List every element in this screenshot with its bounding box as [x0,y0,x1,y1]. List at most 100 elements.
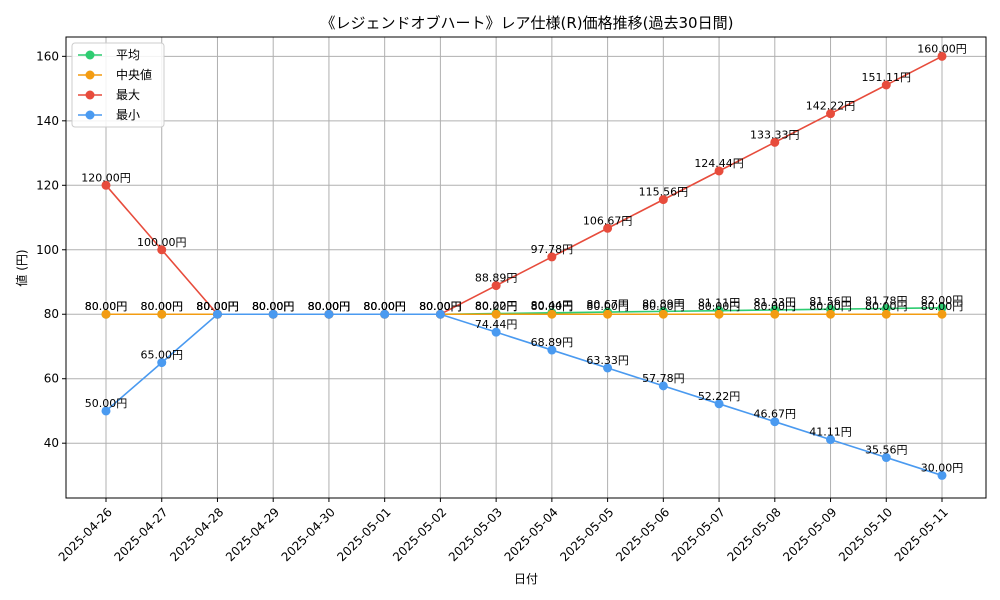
data-label: 81.78円 [865,295,908,308]
data-label: 63.33円 [586,354,629,367]
data-label: 80.00円 [196,300,239,313]
x-axis-label: 日付 [514,572,538,586]
legend-item: 最大 [78,88,140,102]
data-label: 80.00円 [196,300,239,313]
data-label: 80.00円 [865,300,908,313]
data-label: 120.00円 [81,171,131,184]
legend-item: 中央値 [78,67,152,82]
data-label: 124.44円 [694,157,744,170]
data-label: 88.89円 [475,272,518,285]
data-label: 57.78円 [642,372,685,385]
data-point [881,309,891,319]
data-label: 52.22円 [698,390,741,403]
y-axis-label: 値 (円) [14,249,29,286]
data-point [101,309,111,319]
data-point [491,281,501,291]
data-point [547,345,557,355]
data-label: 80.00円 [363,300,406,313]
data-point [380,309,390,319]
data-point [101,180,111,190]
data-point [157,309,167,319]
data-label: 80.00円 [85,300,128,313]
data-point [881,80,891,90]
data-point [491,327,501,337]
data-label: 82.00円 [921,294,964,307]
data-label: 80.00円 [475,300,518,313]
data-point [435,309,445,319]
data-label: 80.00円 [419,300,462,313]
legend-item: 最小 [78,108,140,122]
data-label: 80.00円 [252,300,295,313]
data-label: 151.11円 [862,71,912,84]
data-point [157,358,167,368]
data-label: 68.89円 [531,336,574,349]
data-label: 81.11円 [698,297,741,310]
data-point [826,309,836,319]
data-label: 80.00円 [363,300,406,313]
y-tick-label: 60 [44,372,59,386]
legend-label: 平均 [116,48,140,62]
series-line [105,313,943,477]
data-label: 80.00円 [252,300,295,313]
data-label: 80.00円 [586,300,629,313]
y-tick-label: 140 [36,114,59,128]
data-label: 80.44円 [531,299,574,312]
data-label: 80.00円 [419,300,462,313]
legend-label: 最小 [116,108,140,122]
data-point [658,381,668,391]
data-point [603,363,613,373]
data-label: 81.56円 [809,295,852,308]
series-2: 80.00円 80.00円 80.00円 80.00円 80.00円 80.00円 80.0… [85,300,963,319]
data-label: 74.44円 [475,318,518,331]
data-point [547,252,557,262]
y-tick-label: 120 [36,178,59,192]
data-label: 80.00円 [85,300,128,313]
data-point [491,309,501,319]
data-label: 80.00円 [308,300,351,313]
data-label: 80.00円 [419,300,462,313]
data-label: 81.33円 [754,296,797,309]
data-label: 41.11円 [809,426,852,439]
plot-frame [65,36,987,499]
data-label: 80.00円 [419,300,462,313]
data-label: 142.22円 [806,100,856,113]
data-point [547,309,557,319]
data-label: 46.67円 [754,408,797,421]
data-label: 80.00円 [809,300,852,313]
data-label: 50.00円 [85,397,128,410]
legend-swatch-marker [85,50,95,60]
legend-swatch-marker [85,110,95,120]
data-label: 80.00円 [642,300,685,313]
data-point [101,406,111,416]
data-point [157,245,167,255]
data-label: 80.22円 [475,300,518,313]
data-point [714,399,724,409]
data-label: 80.67円 [586,298,629,311]
data-point [658,309,668,319]
data-point [881,453,891,463]
data-point [212,309,222,319]
data-point [658,195,668,205]
data-point [714,166,724,176]
data-label: 80.00円 [363,300,406,313]
y-axis: 40 60 80 100 120 140 160 [36,49,66,450]
data-label: 30.00円 [921,461,964,474]
data-point [937,470,947,480]
data-label: 80.00円 [698,300,741,313]
legend-swatch-marker [85,70,95,80]
y-tick-label: 80 [44,307,59,321]
data-point [826,435,836,445]
legend-label: 中央値 [116,67,152,82]
data-label: 35.56円 [865,444,908,457]
data-point [826,109,836,119]
data-point [770,417,780,427]
legend-swatch-marker [85,90,95,100]
data-point [714,309,724,319]
data-label: 80.00円 [754,300,797,313]
data-label: 115.56円 [639,186,689,199]
chart-title: 《レジェンドオブハート》レア仕様(R)価格推移(過去30日間) [321,14,734,32]
data-label: 80.00円 [308,300,351,313]
data-label: 80.00円 [308,300,351,313]
